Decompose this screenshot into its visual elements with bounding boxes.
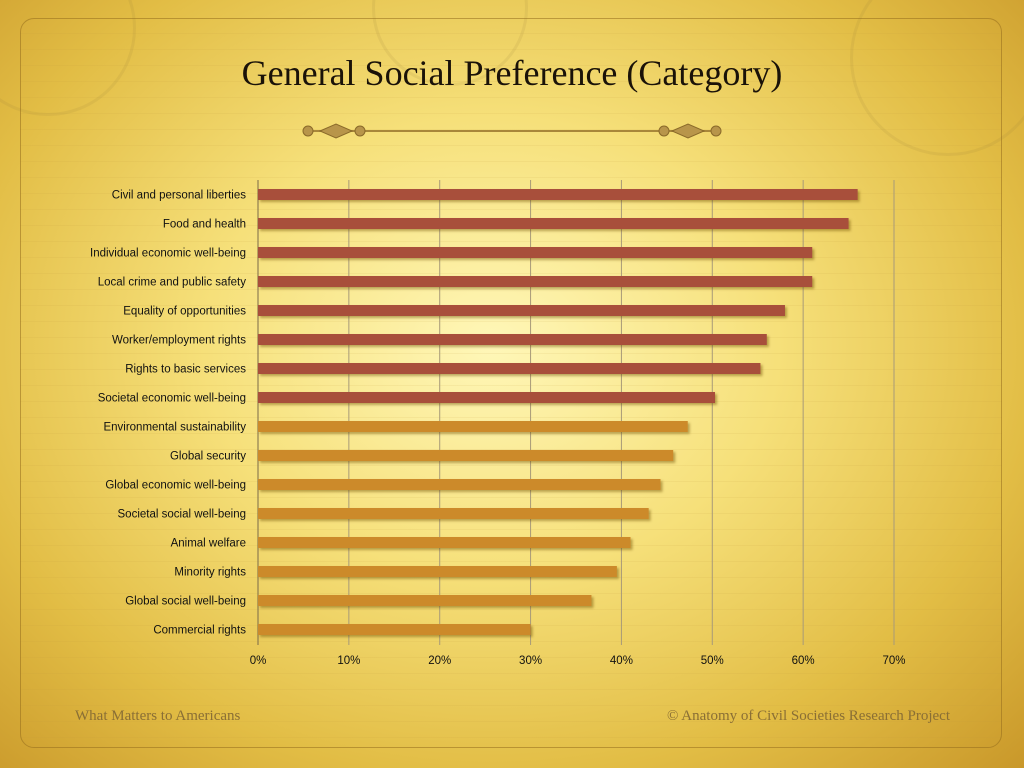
bar (258, 624, 531, 635)
category-label: Rights to basic services (125, 364, 246, 376)
category-labels: Civil and personal liberties Food and hea… (90, 190, 246, 637)
bar (258, 305, 785, 316)
bar (258, 508, 649, 519)
category-label: Food and health (163, 219, 246, 231)
bar (258, 247, 813, 258)
footer-left-text: What Matters to Americans (75, 708, 241, 724)
category-label: Global security (170, 451, 246, 463)
x-tick-label: 30% (519, 655, 542, 667)
slide-title: General Social Preference (Category) (241, 53, 783, 93)
category-label: Equality of opportunities (123, 306, 246, 318)
bar (258, 566, 617, 577)
category-label: Societal social well-being (118, 509, 246, 521)
bar (258, 537, 631, 548)
x-tick-label: 20% (428, 655, 451, 667)
slide-frame (20, 18, 1002, 748)
category-label: Animal welfare (171, 538, 246, 550)
category-label: Global economic well-being (105, 480, 246, 492)
bar (258, 189, 858, 200)
category-label: Environmental sustainability (103, 422, 246, 434)
x-tick-label: 50% (701, 655, 724, 667)
footer-right-text: © Anatomy of Civil Societies Research Pr… (666, 708, 950, 724)
category-label: Individual economic well-being (90, 248, 246, 260)
bar (258, 392, 716, 403)
category-label: Local crime and public safety (98, 277, 247, 289)
x-tick-label: 70% (882, 655, 905, 667)
x-tick-label: 0% (250, 655, 267, 667)
category-label: Worker/employment rights (112, 335, 246, 347)
bar (258, 334, 767, 345)
bar (258, 479, 661, 490)
category-label: Minority rights (174, 567, 246, 579)
bar (258, 276, 813, 287)
bar (258, 363, 761, 374)
x-axis-ticks: 0% 10% 20% 30% 40% 50% 60% 70% (250, 655, 906, 667)
postmark-stamp-right (850, 0, 1024, 156)
category-label: Civil and personal liberties (112, 190, 246, 202)
bar (258, 595, 592, 606)
x-tick-label: 60% (792, 655, 815, 667)
bars (258, 189, 858, 635)
title-ornament-divider (302, 123, 722, 139)
x-tick-label: 40% (610, 655, 633, 667)
category-label: Global social well-being (125, 596, 246, 608)
bar (258, 450, 674, 461)
category-label: Societal economic well-being (98, 393, 246, 405)
bar (258, 218, 849, 229)
category-label: Commercial rights (153, 625, 246, 637)
x-tick-label: 10% (337, 655, 360, 667)
bar (258, 421, 688, 432)
